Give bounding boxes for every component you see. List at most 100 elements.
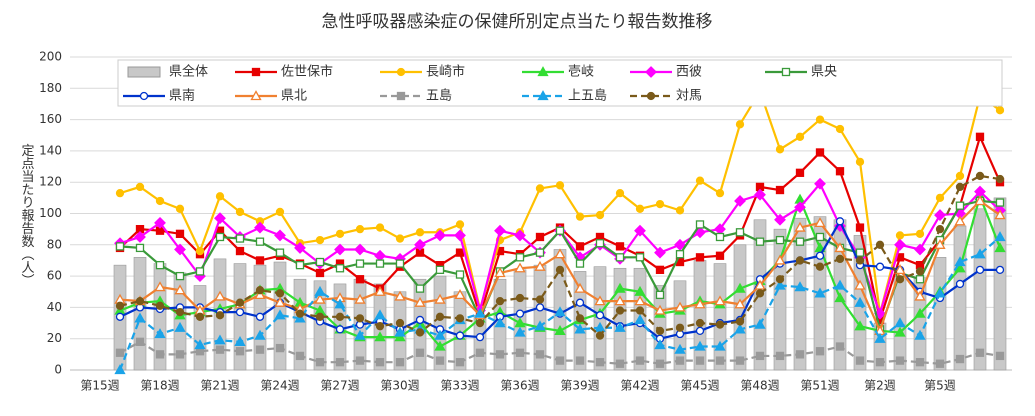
marker (675, 323, 685, 332)
marker (715, 356, 725, 365)
x-tick-label: 第18週 (140, 379, 179, 393)
marker (615, 189, 625, 198)
marker (495, 350, 505, 359)
marker (834, 242, 846, 253)
marker (755, 237, 765, 246)
marker (614, 282, 626, 293)
marker (675, 206, 685, 215)
marker (515, 293, 525, 303)
bar (993, 197, 1007, 371)
marker (614, 295, 626, 306)
marker (335, 264, 345, 273)
marker (875, 240, 885, 249)
marker (434, 229, 446, 242)
marker (515, 253, 525, 262)
marker (335, 312, 345, 321)
marker (395, 318, 405, 328)
marker (494, 267, 506, 278)
marker (475, 348, 485, 357)
marker (254, 221, 266, 234)
marker (895, 356, 905, 365)
marker (914, 243, 926, 256)
marker (834, 279, 846, 290)
x-tick-label: 第15週 (80, 379, 119, 393)
marker (495, 296, 505, 306)
marker (955, 354, 965, 364)
marker (795, 168, 805, 177)
marker (814, 287, 826, 298)
marker (634, 224, 646, 237)
marker (835, 342, 845, 351)
marker (494, 224, 506, 237)
marker (995, 351, 1005, 361)
marker (894, 264, 906, 274)
marker (115, 242, 125, 251)
marker (595, 358, 605, 367)
marker (275, 248, 285, 257)
marker (155, 260, 165, 270)
x-tick-label: 第39週 (560, 379, 599, 393)
marker (315, 312, 325, 321)
marker (874, 332, 886, 343)
marker (814, 217, 826, 228)
marker (775, 185, 785, 195)
marker (414, 296, 426, 307)
marker (335, 229, 345, 238)
marker (354, 243, 366, 256)
marker (734, 282, 746, 293)
x-tick-label: 第24週 (260, 379, 299, 393)
marker (975, 171, 985, 181)
marker (214, 212, 226, 225)
marker (374, 309, 386, 320)
marker (854, 279, 866, 290)
marker (615, 359, 625, 368)
marker (594, 321, 606, 332)
marker (455, 331, 465, 340)
marker (594, 295, 606, 306)
marker (974, 195, 986, 206)
marker (615, 306, 625, 315)
marker (555, 181, 565, 190)
legend-label: 上五島 (568, 89, 607, 104)
marker (175, 350, 185, 359)
marker (554, 325, 566, 336)
marker (894, 326, 906, 337)
marker (295, 309, 305, 318)
marker (275, 343, 285, 353)
marker (695, 176, 705, 185)
marker (214, 334, 226, 345)
marker (915, 229, 925, 238)
marker (275, 289, 285, 298)
x-tick-label: 第45週 (680, 379, 719, 393)
marker (354, 329, 366, 340)
marker (215, 232, 225, 242)
marker (774, 254, 786, 265)
marker (735, 120, 745, 129)
marker (435, 356, 445, 365)
marker (575, 356, 585, 365)
marker (235, 347, 245, 356)
marker (435, 265, 445, 274)
marker (835, 254, 845, 264)
marker (154, 281, 166, 292)
marker (255, 237, 265, 246)
legend-label: 県北 (281, 89, 307, 104)
marker (395, 358, 405, 367)
marker (135, 337, 145, 346)
marker (375, 322, 385, 331)
marker (275, 207, 285, 217)
marker (135, 243, 145, 253)
marker (734, 323, 746, 334)
marker (315, 257, 325, 267)
marker (415, 328, 425, 337)
marker (955, 182, 965, 192)
marker (174, 321, 186, 332)
marker (914, 307, 926, 318)
marker (975, 265, 985, 274)
legend-label: 県全体 (169, 64, 208, 80)
marker (915, 267, 925, 276)
marker (954, 256, 966, 267)
marker (754, 188, 766, 201)
legend-marker (396, 67, 406, 77)
x-tick-label: 第48週 (740, 379, 779, 393)
